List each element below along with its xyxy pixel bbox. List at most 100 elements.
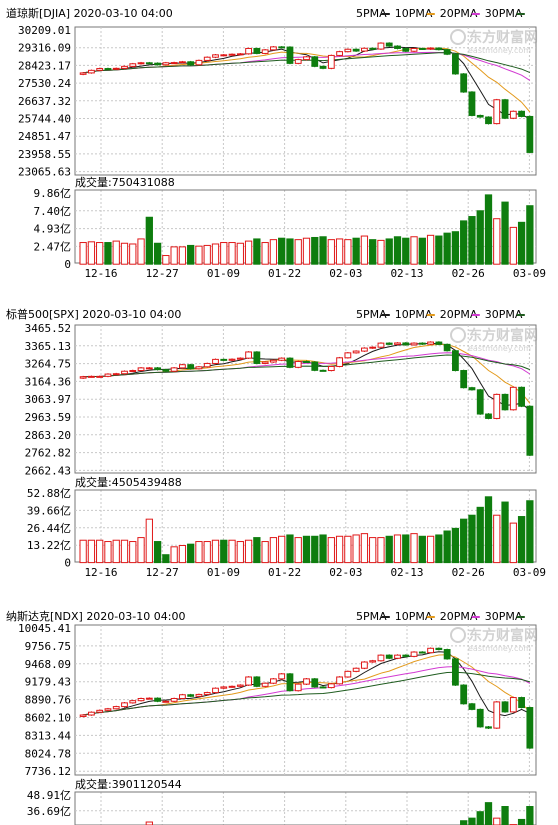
volume-bar (170, 546, 178, 564)
volume-bar (509, 226, 517, 265)
volume-bar (327, 239, 335, 265)
ma-legend-swatch (426, 314, 435, 316)
volume-bar (377, 239, 385, 265)
candle-body (518, 386, 525, 407)
ma-legend-swatch (471, 13, 480, 15)
candle-body (261, 49, 269, 54)
eastmoney-logo-icon (450, 327, 466, 343)
candle-body (129, 63, 137, 67)
candle-body (509, 110, 517, 119)
candle-body (104, 708, 112, 711)
candle-body (427, 647, 434, 654)
volume-bar (393, 534, 402, 564)
x-date-label: 02-03 (329, 267, 362, 280)
price-y-tick-label: 27530.24 (18, 77, 71, 90)
candle-body (336, 51, 343, 56)
price-y-tick-label: 29316.09 (18, 42, 71, 55)
candle-body (476, 708, 484, 728)
volume-bar (501, 501, 509, 564)
volume-bar (286, 534, 294, 564)
candle-body (410, 47, 418, 52)
volume-bar (187, 244, 195, 265)
volume-bar (360, 235, 369, 265)
volume-bar (253, 238, 261, 265)
volume-bar (385, 535, 393, 564)
candle-body (501, 393, 509, 411)
ma-legend-swatch (516, 616, 525, 618)
volume-bar (451, 527, 460, 564)
candle-body (369, 346, 377, 349)
price-y-tick-label: 3264.75 (25, 358, 71, 371)
volume-bar (87, 241, 96, 265)
volume-bar (302, 237, 311, 265)
ma-legend-swatch (516, 13, 525, 15)
candle-body (344, 352, 352, 359)
volume-label: 成交量:4505439488 (75, 475, 182, 489)
volume-bar (335, 238, 344, 265)
ma-legend-swatch (471, 616, 480, 618)
volume-bar (327, 537, 335, 564)
volume-bar (435, 534, 443, 564)
volume-y-tick-label: 39.66亿 (27, 504, 71, 517)
volume-y-tick-label: 0 (64, 557, 71, 570)
volume-bar (104, 242, 112, 265)
candle-body (104, 373, 112, 377)
volume-bar (278, 535, 286, 564)
x-date-label: 12-27 (146, 267, 179, 280)
chart-panel-2: 标普500[SPX] 2020-03-10 04:00 5PMA 10PMA 20PM… (6, 307, 546, 579)
volume-bar (360, 533, 369, 564)
candle-body (270, 359, 277, 363)
candle-body (187, 364, 195, 370)
candle-body (286, 673, 294, 692)
candle-body (79, 714, 87, 717)
volume-bar (319, 534, 327, 564)
volume-bar (153, 541, 162, 564)
candle-body (212, 687, 219, 694)
volume-bar (526, 500, 534, 564)
candle-body (385, 342, 393, 345)
candle-body (286, 357, 294, 368)
candle-body (410, 651, 418, 657)
candle-body (443, 49, 451, 55)
volume-bar (517, 516, 526, 564)
candle-body (96, 68, 104, 71)
chart-title: 道琼斯[DJIA] 2020-03-10 04:00 (6, 6, 173, 20)
price-y-tick-label: 2963.59 (25, 411, 71, 424)
candle-body (278, 673, 286, 680)
candle-body (476, 114, 484, 118)
x-date-label: 02-13 (390, 267, 423, 280)
candle-body (270, 46, 277, 51)
volume-bar (178, 544, 187, 564)
eastmoney-logo-icon (450, 29, 466, 45)
candle-body (236, 684, 244, 687)
volume-bar (410, 533, 418, 564)
volume-bar (203, 244, 211, 265)
volume-bar (435, 235, 443, 265)
candle-body (327, 54, 335, 69)
volume-bar (211, 243, 220, 265)
volume-bar (517, 818, 526, 825)
volume-bar (402, 237, 410, 265)
volume-bar (87, 539, 96, 564)
ma-legend-label: 5PMA (356, 610, 387, 623)
ma-legend-swatch (381, 616, 390, 618)
volume-bar (344, 239, 352, 265)
x-date-label: 01-09 (207, 267, 240, 280)
price-y-tick-label: 26637.32 (18, 95, 71, 108)
candle-body (179, 694, 186, 699)
volume-y-tick-label: 2.47亿 (34, 240, 72, 253)
candle-body (253, 47, 261, 54)
candle-body (402, 654, 410, 657)
candle-body (179, 364, 186, 369)
chart-title: 标普500[SPX] 2020-03-10 04:00 (6, 307, 181, 321)
price-y-tick-label: 23958.55 (18, 148, 71, 161)
volume-y-tick-label: 7.40亿 (34, 205, 72, 218)
volume-bar (236, 242, 244, 265)
chart-panel-1: 道琼斯[DJIA] 2020-03-10 04:00 5PMA 10PMA 20PMA… (6, 6, 546, 280)
volume-bar (269, 537, 278, 564)
candle-body (96, 375, 104, 378)
candle-body (203, 362, 211, 368)
candle-body (344, 48, 352, 53)
volume-bar (112, 539, 120, 564)
volume-bar (145, 518, 153, 564)
